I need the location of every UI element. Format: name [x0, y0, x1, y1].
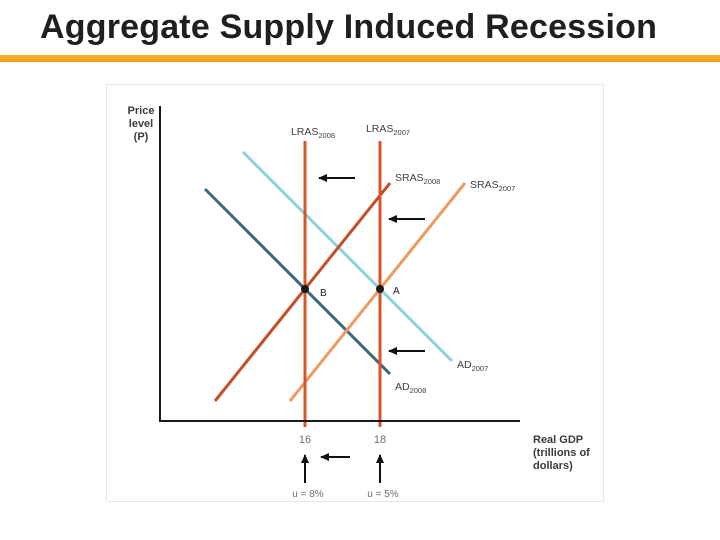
slide-title: Aggregate Supply Induced Recession	[40, 8, 658, 46]
as-ad-diagram: Price level (P) LRAS2008 LRAS2007 SRAS20…	[106, 84, 604, 502]
sras-2007-label-base: SRAS	[470, 179, 499, 191]
y-axis-label-line2: level	[129, 118, 153, 130]
x-tick-16: 16	[299, 434, 311, 446]
x-axis-label-line1: Real GDP	[533, 434, 583, 446]
x-tick-18: 18	[374, 434, 386, 446]
ad-2008-label: AD2008	[395, 381, 426, 395]
unemployment-2007-label: u = 5%	[367, 489, 399, 500]
sras-2008-label-base: SRAS	[395, 172, 424, 184]
point-b-dot	[301, 285, 309, 293]
point-b-label: B	[320, 288, 327, 299]
sras-2008-label-sub: 2008	[424, 177, 441, 186]
x-axis-label-line2: (trillions of	[533, 447, 590, 459]
sras-2007-label: SRAS2007	[470, 179, 515, 193]
ad-2007-line	[241, 150, 454, 363]
ad-2007-label-sub: 2007	[472, 364, 489, 373]
ad-2007-label-base: AD	[457, 359, 472, 371]
ad-2008-label-sub: 2008	[410, 386, 427, 395]
lras-2007-label: LRAS2007	[366, 123, 410, 137]
y-axis-label-line1: Price	[128, 105, 155, 117]
diagram-canvas: Price level (P) LRAS2008 LRAS2007 SRAS20…	[128, 105, 591, 500]
lras-2008-label-sub: 2008	[318, 131, 335, 140]
lras-2007-label-sub: 2007	[393, 128, 410, 137]
lras-2008-label-base: LRAS	[291, 126, 318, 138]
lras-2007-label-base: LRAS	[366, 123, 393, 135]
ad-2008-line	[203, 187, 392, 376]
title-underline-bar	[0, 55, 720, 62]
axes	[159, 106, 520, 422]
y-axis-label-line3: (P)	[134, 131, 149, 143]
lras-2008-label: LRAS2008	[291, 126, 335, 140]
sras-2008-label: SRAS2008	[395, 172, 440, 186]
sras-2007-label-sub: 2007	[499, 184, 516, 193]
point-a-label: A	[393, 286, 400, 297]
point-a-dot	[376, 285, 384, 293]
unemployment-2008-label: u = 8%	[292, 489, 324, 500]
ad-2007-label: AD2007	[457, 359, 488, 373]
ad-2008-label-base: AD	[395, 381, 410, 393]
x-axis-label-line3: dollars)	[533, 460, 573, 472]
